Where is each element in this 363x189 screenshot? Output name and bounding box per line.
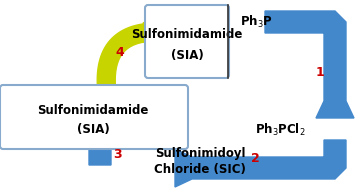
Polygon shape bbox=[97, 16, 157, 94]
Text: (SIA): (SIA) bbox=[171, 49, 203, 61]
Polygon shape bbox=[265, 11, 354, 118]
FancyBboxPatch shape bbox=[145, 5, 229, 78]
Text: 1: 1 bbox=[315, 66, 325, 78]
FancyBboxPatch shape bbox=[0, 85, 188, 149]
Text: Sulfonimidamide: Sulfonimidamide bbox=[37, 104, 149, 116]
Text: Chloride (SIC): Chloride (SIC) bbox=[154, 163, 246, 177]
Text: 2: 2 bbox=[250, 152, 260, 164]
Text: (SIA): (SIA) bbox=[77, 123, 109, 136]
Polygon shape bbox=[175, 140, 346, 187]
Text: Ph$_3$PCl$_2$: Ph$_3$PCl$_2$ bbox=[255, 122, 306, 138]
Text: Ph$_3$P: Ph$_3$P bbox=[240, 14, 273, 30]
Text: 4: 4 bbox=[116, 46, 125, 59]
Text: Sulfonimidoyl: Sulfonimidoyl bbox=[155, 146, 245, 160]
Text: Sulfonimidamide: Sulfonimidamide bbox=[131, 29, 243, 42]
Polygon shape bbox=[81, 112, 119, 165]
Text: 3: 3 bbox=[114, 149, 122, 161]
